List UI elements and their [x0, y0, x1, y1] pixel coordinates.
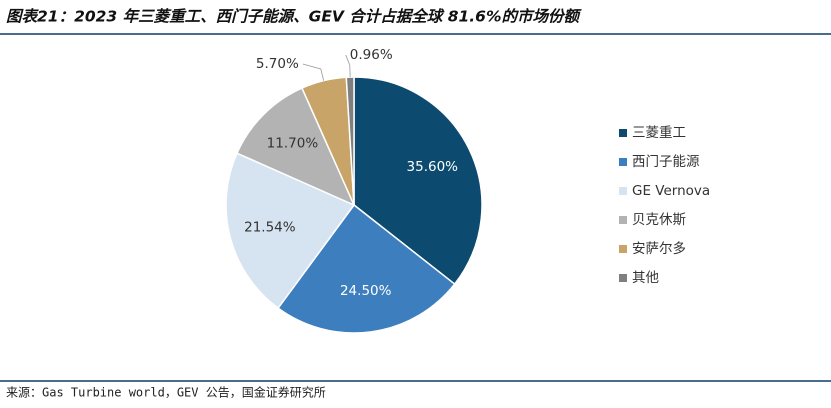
pie-slice: [277, 203, 456, 334]
leader-line: [345, 54, 351, 78]
slice-label: 21.54%: [244, 219, 296, 235]
legend-label: 三菱重工: [632, 125, 686, 141]
legend-label: 其他: [632, 270, 659, 286]
slice-label: 35.60%: [407, 159, 459, 175]
source-note: 来源：Gas Turbine world，GEV 公告，国金证券研究所: [6, 385, 326, 400]
pie-slice: [235, 87, 356, 207]
leader-line: [302, 63, 325, 81]
legend-label: 安萨尔多: [632, 240, 686, 257]
slice-label: 24.50%: [340, 283, 392, 299]
legend-swatch: [619, 129, 627, 137]
slice-label: 0.96%: [350, 47, 393, 63]
pie-slice: [353, 76, 483, 286]
legend-swatch: [619, 187, 627, 195]
legend-swatch: [619, 216, 627, 224]
legend-label: 贝克休斯: [632, 212, 686, 228]
slice-label: 11.70%: [267, 135, 319, 151]
legend-swatch: [619, 274, 627, 282]
pie-slice: [345, 76, 355, 206]
slice-label: 5.70%: [256, 56, 299, 72]
legend-label: GE Vernova: [632, 183, 710, 199]
legend-swatch: [619, 158, 627, 166]
legend-swatch: [619, 245, 627, 253]
chart-title: 图表21：2023 年三菱重工、西门子能源、GEV 合计占据全球 81.6%的市…: [6, 8, 582, 26]
pie-slice: [225, 152, 356, 310]
legend-label: 西门子能源: [632, 154, 700, 170]
